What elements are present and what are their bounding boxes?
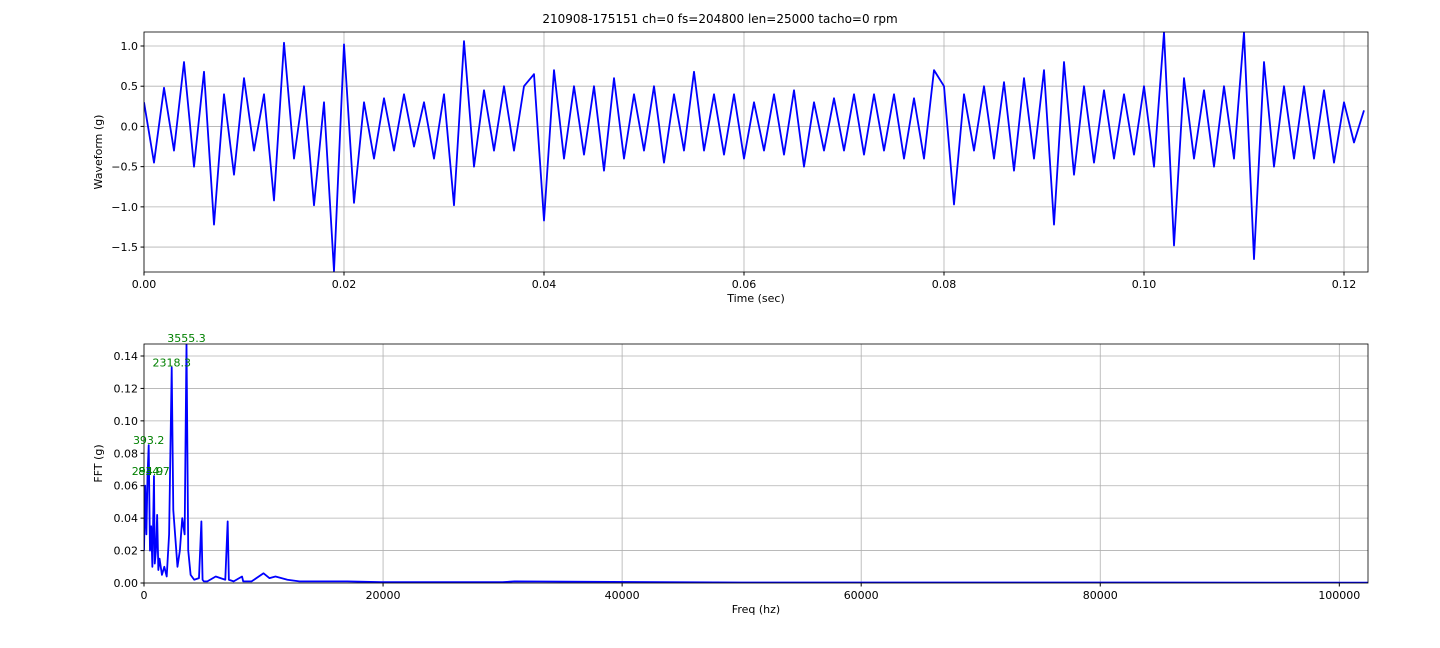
x-tick-label: 40000 [605,589,640,602]
peak-annotation: 834.7 [138,465,170,478]
x-tick-label: 0.08 [932,278,957,291]
y-tick-label: −1.5 [111,241,138,254]
waveform-line [144,344,1368,583]
figure-title: 210908-175151 ch=0 fs=204800 len=25000 t… [542,12,897,26]
x-tick-label: 0.12 [1332,278,1357,291]
y-tick-label: 0.12 [114,382,139,395]
peak-annotation: 2318.3 [152,356,191,369]
x-tick-label: 80000 [1083,589,1118,602]
y-tick-label: 0.04 [114,512,139,525]
y-tick-label: 1.0 [121,40,139,53]
x-tick-label: 0.10 [1132,278,1157,291]
peak-annotation: 3555.3 [167,332,206,345]
y-tick-label: −0.5 [111,161,138,174]
y-axis-label: FFT (g) [92,444,105,482]
x-tick-label: 60000 [844,589,879,602]
x-tick-label: 100000 [1318,589,1360,602]
y-tick-label: 0.0 [121,120,139,133]
x-tick-label: 0.06 [732,278,757,291]
axes-frame [143,343,1369,584]
y-tick-label: 0.5 [121,80,139,93]
x-axis-label: Freq (hz) [732,603,780,616]
y-tick-label: 0.10 [114,415,139,428]
y-tick-label: −1.0 [111,201,138,214]
x-tick-label: 0.04 [532,278,557,291]
y-tick-label: 0.06 [114,480,139,493]
x-tick-label: 0 [141,589,148,602]
x-tick-label: 0.02 [332,278,357,291]
y-tick-label: 0.00 [114,577,139,590]
y-tick-label: 0.08 [114,447,139,460]
y-tick-label: 0.14 [114,350,139,363]
peak-annotation: 294.9 [132,465,164,478]
waveform-line [144,32,1365,272]
y-axis-label: Waveform (g) [92,115,105,190]
axes-frame [143,31,1369,273]
peak-annotation: 393.2 [133,434,165,447]
x-axis-label: Time (sec) [726,292,785,305]
x-tick-label: 20000 [366,589,401,602]
y-tick-label: 0.02 [114,545,139,558]
x-tick-label: 0.00 [132,278,157,291]
